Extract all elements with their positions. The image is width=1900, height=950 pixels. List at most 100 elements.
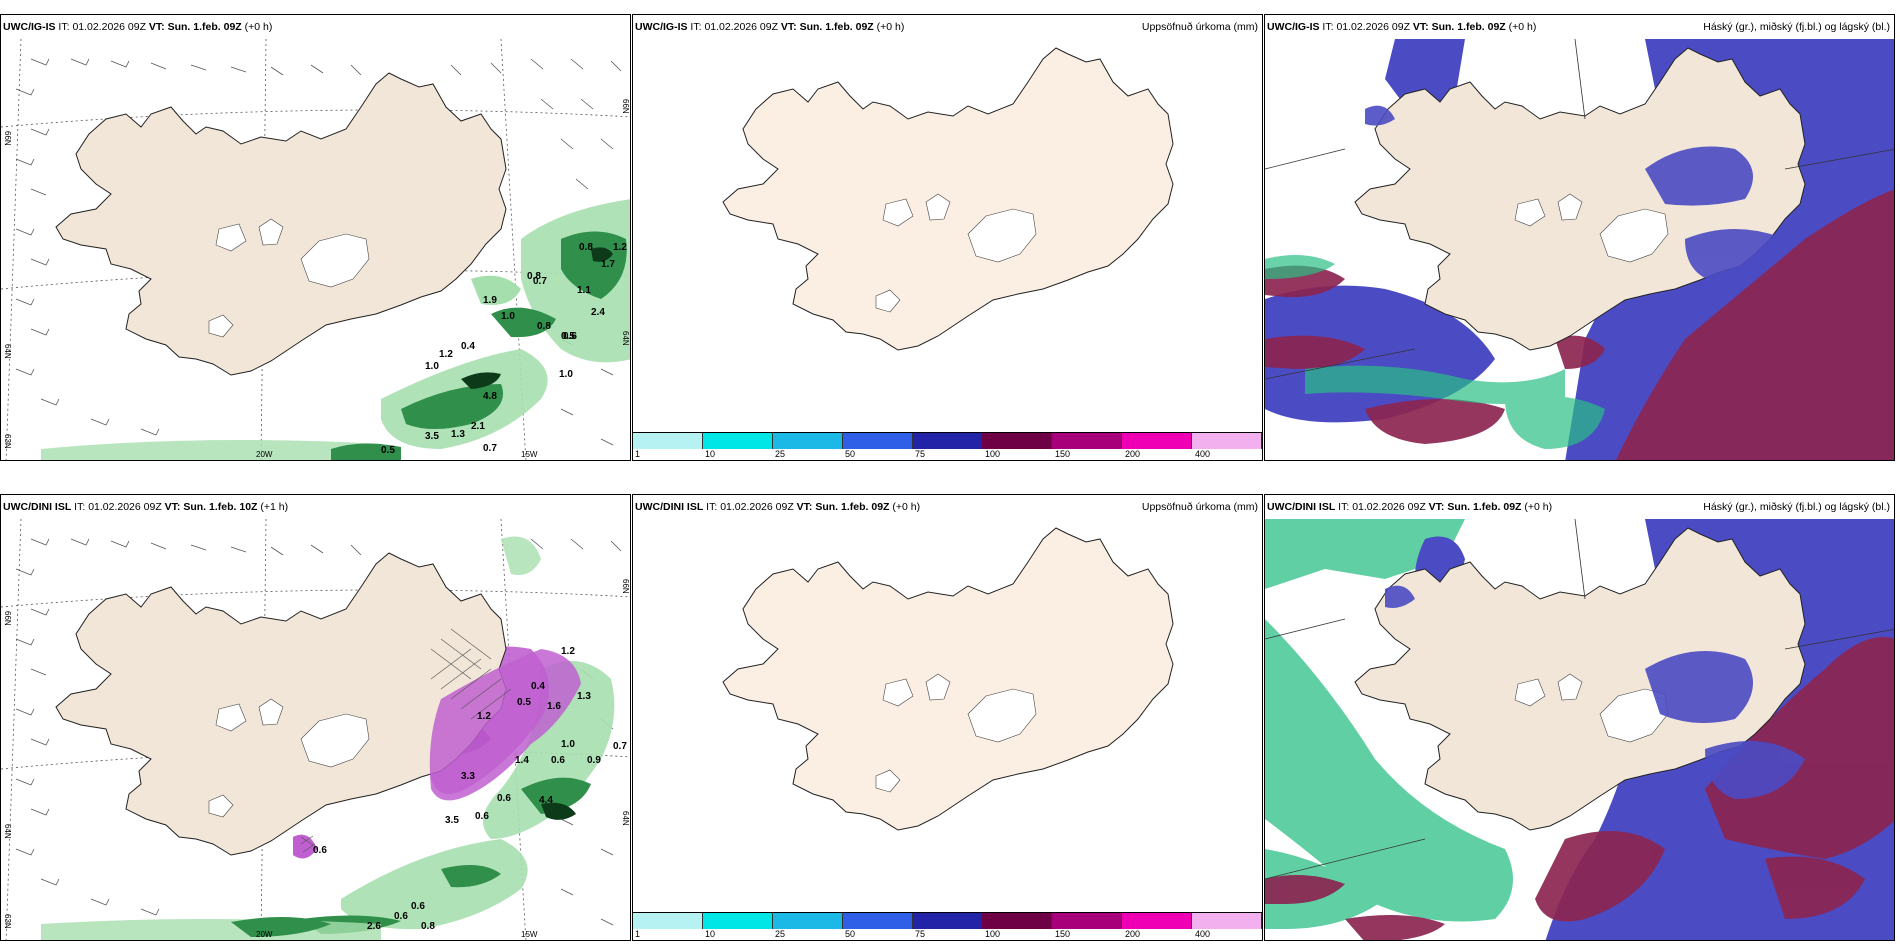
it-label: IT: [58,21,70,33]
model-name: UWC/DINI ISL [3,501,72,513]
precip-value: 0.6 [313,845,327,856]
colorbar-labels: 1 10 25 50 75 100 150 200 400 [633,929,1262,940]
colorbar-label: 400 [1195,929,1211,939]
panel-header: UWC/IG-IS IT: 01.02.2026 09Z VT: Sun. 1.… [633,15,1262,39]
lon-label: 15W [521,930,538,939]
precip-value: 0.6 [497,793,511,804]
map-clouds-bottom [1265,519,1894,940]
it-value: 01.02.2026 09Z [1352,501,1426,513]
lead-time: (+1 h) [260,501,289,513]
precip-value: 0.7 [613,741,627,752]
colorbar-swatch [772,433,843,449]
lat-label: 66N [621,99,630,114]
precip-value: 2.1 [471,421,485,432]
lat-label: 64N [3,824,12,839]
vt-label: VT: [1428,501,1445,513]
lat-label: 63N [3,434,12,449]
lat-label: 66N [3,611,12,626]
it-value: 01.02.2026 09Z [720,501,794,513]
precip-value: 0.4 [531,681,545,692]
lead-time: (+0 h) [876,21,905,33]
vt-value: Sun. 1.feb. 09Z [167,21,242,33]
colorbar-label: 10 [705,929,716,939]
precip-value: 0.8 [537,321,551,332]
colorbar-label: 50 [845,449,856,459]
map-wind-precip-bottom: 1.2 0.4 0.5 1.2 1.6 1.3 1.0 0.6 0.9 0.7 … [1,519,630,940]
lat-label: 66N [3,131,12,146]
lat-label: 64N [621,331,630,346]
precip-value: 1.4 [515,755,529,766]
model-name: UWC/IG-IS [1267,21,1320,33]
colorbar-label: 75 [915,449,926,459]
precip-value: 0.6 [551,755,565,766]
it-label: IT: [74,501,86,513]
map-accum-precip-top [722,47,1174,351]
precip-value: 3.5 [425,431,439,442]
grid-lines [1265,519,1894,880]
colorbar-label: 400 [1195,449,1211,459]
map-wind-precip-top: 0.8 1.2 1.7 1.1 2.4 0.8 0.6 1.9 1.0 0.8 … [1,39,630,460]
colorbar-swatch [1052,913,1123,929]
vt-label: VT: [164,501,181,513]
precip-value: 0.5 [381,445,395,456]
it-label: IT: [706,501,718,513]
precip-value: 1.0 [561,739,575,750]
precip-colorbar: 1 10 25 50 75 100 150 200 400 [633,432,1262,460]
precip-value: 1.3 [577,691,591,702]
colorbar-swatches [633,432,1262,449]
colorbar-swatch [912,433,983,449]
colorbar-swatch [633,913,703,929]
panel-header: UWC/DINI ISL IT: 01.02.2026 09Z VT: Sun.… [633,495,1262,519]
iceland-land [55,72,507,376]
lead-time: (+0 h) [1508,21,1537,33]
colorbar-swatch [1192,433,1262,449]
precip-value: 4.4 [539,795,553,806]
model-name: UWC/IG-IS [3,21,56,33]
precip-value: 3.3 [461,771,475,782]
precip-value: 1.0 [559,369,573,380]
field-title: Háský (gr.), miðský (fj.bl.) og lágský (… [1703,501,1890,513]
colorbar-label: 1 [635,449,641,459]
precip-value: 0.8 [527,271,541,282]
colorbar-swatch [702,913,773,929]
colorbar-label: 200 [1125,929,1141,939]
precip-value: 0.5 [561,331,575,342]
vt-label: VT: [148,21,165,33]
panel-bottom-right-clouds: UWC/DINI ISL IT: 01.02.2026 09Z VT: Sun.… [1264,494,1895,941]
model-name: UWC/IG-IS [635,21,688,33]
colorbar-labels: 1 10 25 50 75 100 150 200 400 [633,449,1262,460]
it-label: IT: [690,21,702,33]
precip-value: 1.0 [425,361,439,372]
precip-value: 1.9 [483,295,497,306]
precip-shading [41,199,630,460]
panel-title: UWC/DINI ISL IT: 01.02.2026 09Z VT: Sun.… [1267,501,1552,513]
lat-label: 66N [621,579,630,594]
lon-label: 15W [521,450,538,459]
colorbar-label: 100 [985,449,1001,459]
it-value: 01.02.2026 09Z [88,501,162,513]
colorbar-label: 150 [1055,929,1071,939]
high-cloud-over-land [1365,105,1785,284]
vt-value: Sun. 1.feb. 09Z [1431,21,1506,33]
colorbar-swatch [912,913,983,929]
hatch-snow [300,628,512,853]
iceland-land [722,527,1174,831]
vt-label: VT: [1412,21,1429,33]
precip-value: 0.6 [394,911,408,922]
grid-labels: 66N 64N 63N 66N 64N 20W 15W [3,99,630,459]
precip-value: 0.9 [587,755,601,766]
iceland-land [722,47,1174,351]
colorbar-swatch [1052,433,1123,449]
lon-label: 20W [256,450,273,459]
precip-value: 2.6 [367,921,381,932]
vt-value: Sun. 1.feb. 10Z [183,501,258,513]
precip-value: 0.8 [421,921,435,932]
precip-value: 0.7 [533,276,547,287]
lead-time: (+0 h) [892,501,921,513]
precip-value: 0.6 [475,811,489,822]
model-name: UWC/DINI ISL [635,501,704,513]
precip-value: 0.4 [461,341,475,352]
panel-top-middle-accum-precip: UWC/IG-IS IT: 01.02.2026 09Z VT: Sun. 1.… [632,14,1263,461]
panel-top-right-clouds: UWC/IG-IS IT: 01.02.2026 09Z VT: Sun. 1.… [1264,14,1895,461]
map-clouds-top [1265,39,1894,460]
